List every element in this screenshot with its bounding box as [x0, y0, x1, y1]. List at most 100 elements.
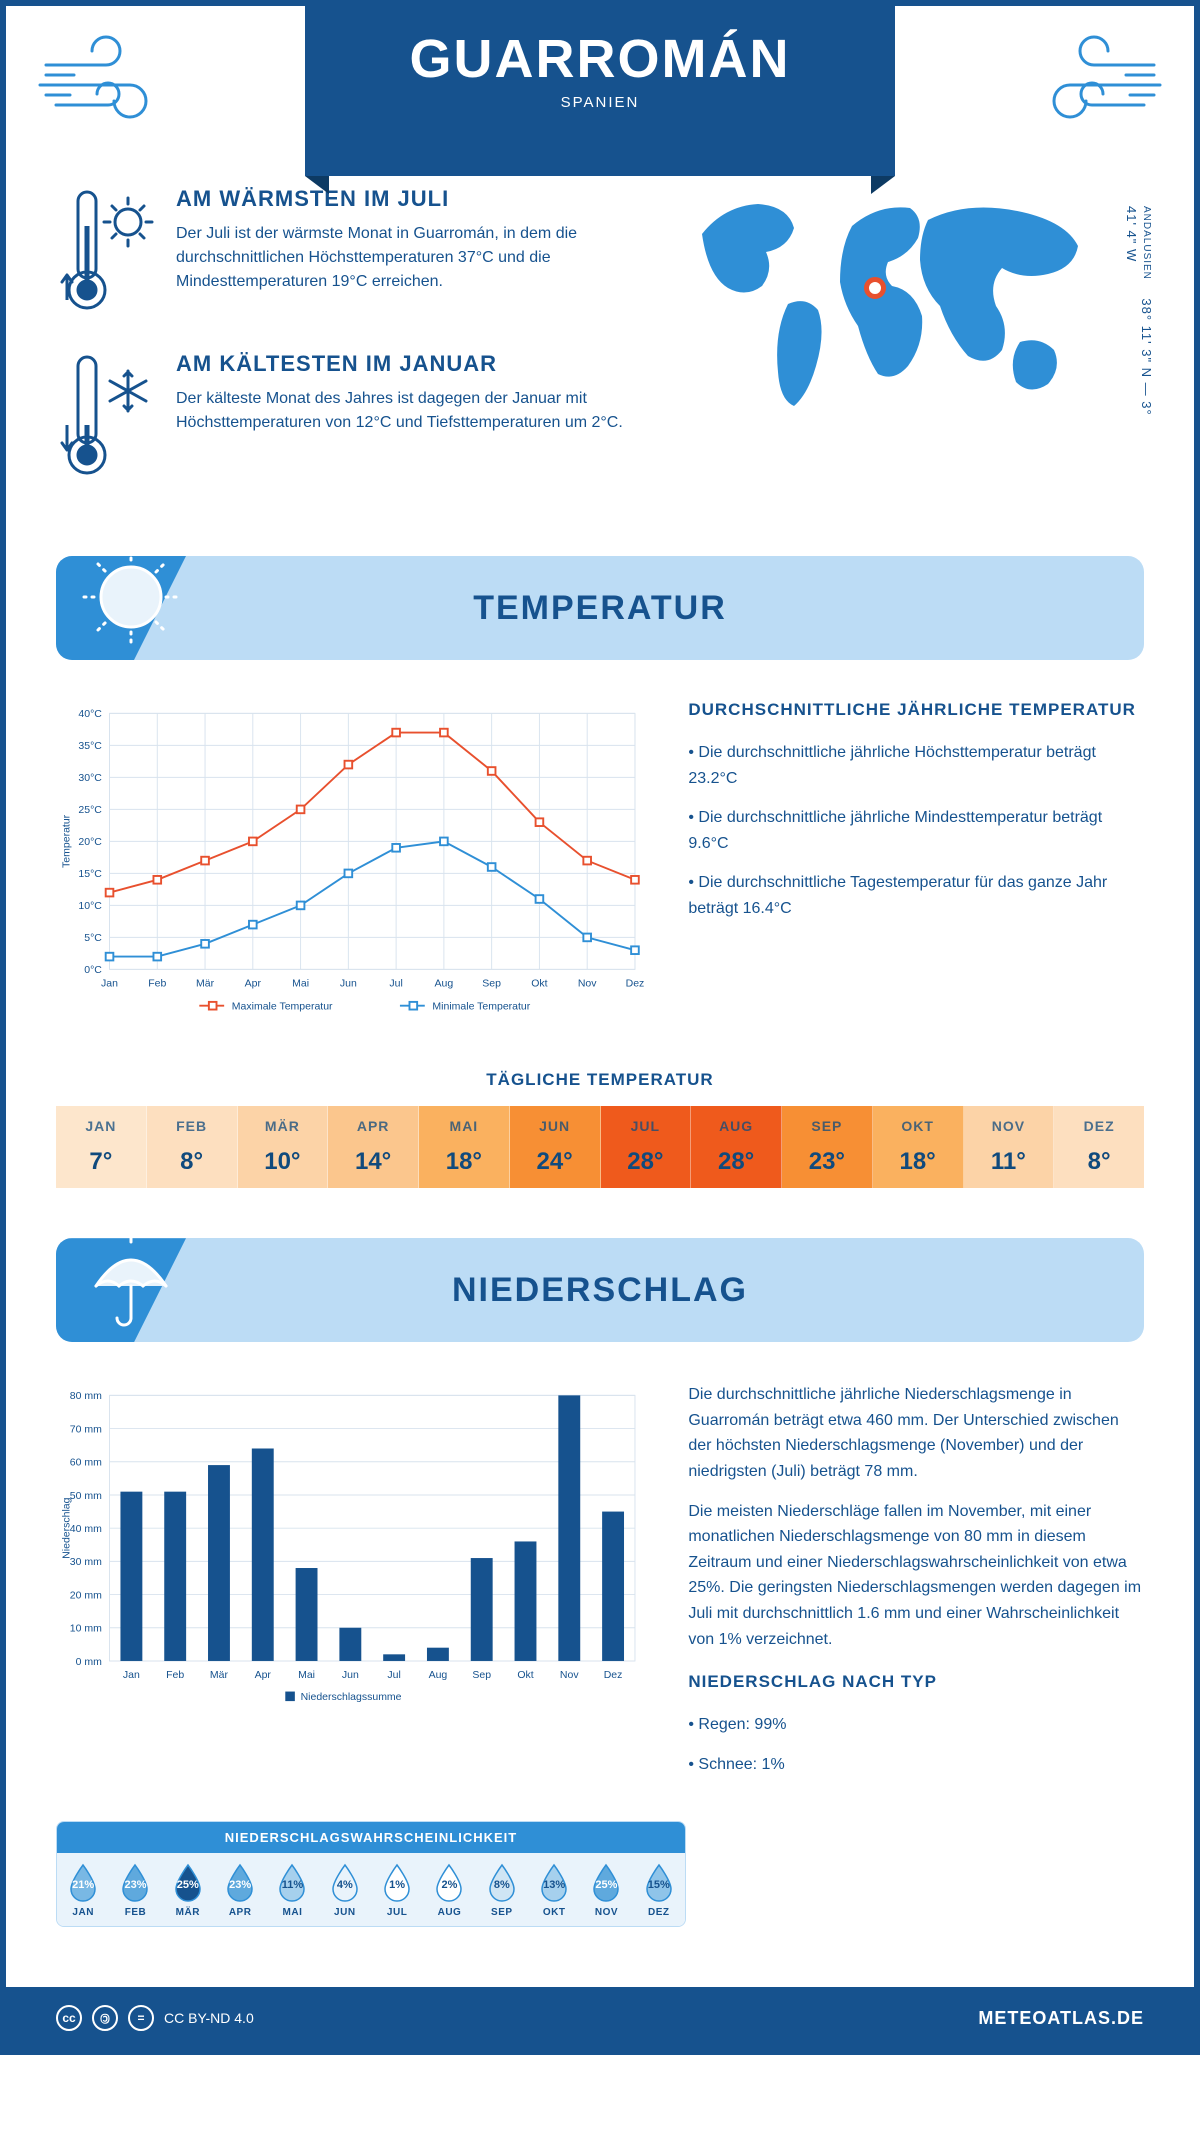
raindrop-icon: 21% [67, 1863, 99, 1903]
temp-value: 24° [510, 1148, 600, 1176]
thermometer-snow-icon [56, 351, 156, 486]
svg-text:Dez: Dez [604, 1669, 623, 1681]
infographic-page: GUARROMÁN SPANIEN [0, 0, 1200, 2055]
precip-p2: Die meisten Niederschläge fallen im Nove… [688, 1499, 1144, 1653]
warmest-title: AM WÄRMSTEN IM JULI [176, 186, 644, 212]
svg-text:Jul: Jul [387, 1669, 400, 1681]
month-label: NOV [964, 1118, 1054, 1134]
probability-cell: 13% OKT [528, 1853, 580, 1926]
daily-temp-cell: DEZ8° [1054, 1106, 1144, 1188]
temp-value: 8° [1054, 1148, 1144, 1176]
svg-text:Nov: Nov [578, 978, 597, 990]
probability-table: NIEDERSCHLAGSWAHRSCHEINLICHKEIT 21% JAN … [56, 1821, 686, 1927]
probability-cell: 21% JAN [57, 1853, 109, 1926]
site-name: METEOATLAS.DE [978, 2008, 1144, 2029]
svg-text:Feb: Feb [148, 978, 166, 990]
svg-text:Apr: Apr [245, 978, 262, 990]
svg-text:40 mm: 40 mm [70, 1523, 102, 1535]
region-label: ANDALUSIEN [1141, 206, 1152, 280]
month-label: MAI [419, 1118, 509, 1134]
temperature-section-header: TEMPERATUR [56, 556, 1144, 660]
raindrop-icon: 15% [643, 1863, 675, 1903]
daily-temp-cell: AUG28° [691, 1106, 782, 1188]
month-label: JUL [601, 1118, 691, 1134]
svg-text:Feb: Feb [166, 1669, 184, 1681]
svg-text:Okt: Okt [517, 1669, 533, 1681]
coldest-fact: AM KÄLTESTEN IM JANUAR Der kälteste Mona… [56, 351, 644, 486]
coldest-title: AM KÄLTESTEN IM JANUAR [176, 351, 644, 377]
precipitation-section-header: NIEDERSCHLAG [56, 1238, 1144, 1342]
month-label: JUN [319, 1907, 371, 1918]
license-block: cc 🄯 = CC BY-ND 4.0 [56, 2005, 254, 2031]
svg-text:40°C: 40°C [78, 708, 102, 720]
cc-icon: cc [56, 2005, 82, 2031]
temp-bullet: • Die durchschnittliche jährliche Mindes… [688, 805, 1144, 856]
svg-text:15°C: 15°C [78, 868, 102, 880]
month-label: AUG [423, 1907, 475, 1918]
nd-icon: = [128, 2005, 154, 2031]
probability-cell: 2% AUG [423, 1853, 475, 1926]
temp-value: 28° [691, 1148, 781, 1176]
svg-text:Maximale Temperatur: Maximale Temperatur [232, 1001, 333, 1013]
month-label: MÄR [238, 1118, 328, 1134]
precipitation-summary: Die durchschnittliche jährliche Niedersc… [688, 1382, 1144, 1791]
temp-value: 8° [147, 1148, 237, 1176]
intro-row: AM WÄRMSTEN IM JULI Der Juli ist der wär… [6, 176, 1194, 556]
temp-value: 14° [328, 1148, 418, 1176]
country-subtitle: SPANIEN [305, 94, 895, 111]
svg-text:Mär: Mär [196, 978, 215, 990]
raindrop-icon: 11% [276, 1863, 308, 1903]
svg-text:Temperatur: Temperatur [60, 814, 72, 868]
probability-title: NIEDERSCHLAGSWAHRSCHEINLICHKEIT [57, 1822, 685, 1853]
footer: cc 🄯 = CC BY-ND 4.0 METEOATLAS.DE [6, 1987, 1194, 2049]
month-label: FEB [109, 1907, 161, 1918]
daily-temp-title: TÄGLICHE TEMPERATUR [6, 1070, 1194, 1090]
map-column: ANDALUSIEN 38° 11' 3" N — 3° 41' 4" W [684, 186, 1144, 516]
month-label: OKT [873, 1118, 963, 1134]
probability-cell: 23% APR [214, 1853, 266, 1926]
daily-temp-cell: JUN24° [510, 1106, 601, 1188]
daily-temp-cell: MAI18° [419, 1106, 510, 1188]
daily-temp-cell: MÄR10° [238, 1106, 329, 1188]
daily-temp-cell: OKT18° [873, 1106, 964, 1188]
svg-text:Mai: Mai [298, 1669, 315, 1681]
precipitation-probability-row: NIEDERSCHLAGSWAHRSCHEINLICHKEIT 21% JAN … [6, 1821, 1194, 1947]
probability-cell: 8% SEP [476, 1853, 528, 1926]
svg-text:Sep: Sep [472, 1669, 491, 1681]
month-label: MÄR [162, 1907, 214, 1918]
svg-text:Mär: Mär [210, 1669, 229, 1681]
svg-text:Jun: Jun [342, 1669, 359, 1681]
daily-temp-cell: SEP23° [782, 1106, 873, 1188]
daily-temperature-table: JAN7°FEB8°MÄR10°APR14°MAI18°JUN24°JUL28°… [56, 1106, 1144, 1188]
daily-temp-cell: NOV11° [964, 1106, 1055, 1188]
svg-text:5°C: 5°C [84, 932, 102, 944]
svg-text:70 mm: 70 mm [70, 1424, 102, 1436]
month-label: MAI [266, 1907, 318, 1918]
probability-cell: 1% JUL [371, 1853, 423, 1926]
svg-text:Aug: Aug [429, 1669, 448, 1681]
month-label: APR [214, 1907, 266, 1918]
temperature-summary: DURCHSCHNITTLICHE JÄHRLICHE TEMPERATUR •… [688, 700, 1144, 1020]
svg-text:50 mm: 50 mm [70, 1490, 102, 1502]
precipitation-block: 0 mm10 mm20 mm30 mm40 mm50 mm60 mm70 mm8… [6, 1372, 1194, 1821]
raindrop-icon: 4% [329, 1863, 361, 1903]
probability-cell: 25% NOV [580, 1853, 632, 1926]
month-label: APR [328, 1118, 418, 1134]
world-map [684, 186, 1094, 426]
svg-text:Okt: Okt [531, 978, 547, 990]
title-banner: GUARROMÁN SPANIEN [305, 6, 895, 176]
coordinates-label: ANDALUSIEN 38° 11' 3" N — 3° 41' 4" W [1124, 206, 1154, 426]
umbrella-icon [76, 1224, 186, 1334]
svg-text:80 mm: 80 mm [70, 1390, 102, 1402]
svg-text:Niederschlagssumme: Niederschlagssumme [301, 1691, 402, 1703]
probability-cell: 4% JUN [319, 1853, 371, 1926]
header: GUARROMÁN SPANIEN [6, 6, 1194, 176]
raindrop-icon: 25% [172, 1863, 204, 1903]
month-label: SEP [782, 1118, 872, 1134]
month-label: DEZ [633, 1907, 685, 1918]
sun-icon [76, 542, 186, 652]
wind-icon [1024, 30, 1164, 140]
svg-text:60 mm: 60 mm [70, 1457, 102, 1469]
warmest-fact: AM WÄRMSTEN IM JULI Der Juli ist der wär… [56, 186, 644, 321]
svg-text:Dez: Dez [626, 978, 645, 990]
